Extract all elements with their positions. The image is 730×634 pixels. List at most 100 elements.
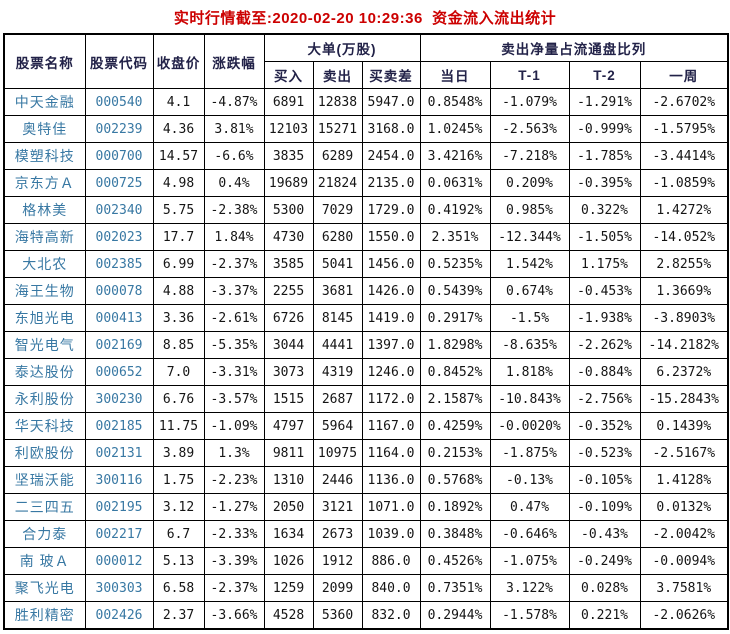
close-price-cell: 5.75 xyxy=(152,196,205,224)
buy-volume-cell: 3835 xyxy=(263,142,314,170)
col-header-today: 当日 xyxy=(419,61,491,89)
stock-code-cell: 002169 xyxy=(84,331,154,359)
stock-code-cell: 000652 xyxy=(84,358,154,386)
change-pct-cell: -2.33% xyxy=(203,520,265,548)
sell-volume-cell: 1912 xyxy=(312,547,363,575)
net-sell-today-cell: 2.1587% xyxy=(419,385,491,413)
buy-volume-cell: 1310 xyxy=(263,466,314,494)
net-sell-today-cell: 0.2917% xyxy=(419,304,491,332)
close-price-cell: 4.98 xyxy=(152,169,205,197)
buy-sell-diff-cell: 1246.0 xyxy=(361,358,421,386)
net-sell-t1-cell: -0.13% xyxy=(489,466,570,494)
buy-volume-cell: 1515 xyxy=(263,385,314,413)
net-sell-week-cell: 3.7581% xyxy=(639,574,729,602)
net-sell-t2-cell: -0.523% xyxy=(568,439,641,467)
stock-name-cell: 坚瑞沃能 xyxy=(3,466,86,494)
stock-code-cell: 000078 xyxy=(84,277,154,305)
change-pct-cell: -5.35% xyxy=(203,331,265,359)
net-sell-t1-cell: -12.344% xyxy=(489,223,570,251)
stock-code-cell: 000725 xyxy=(84,169,154,197)
net-sell-week-cell: 0.0132% xyxy=(639,493,729,521)
change-pct-cell: -4.87% xyxy=(203,88,265,116)
col-header-stock-name: 股票名称 xyxy=(3,33,86,89)
buy-sell-diff-cell: 1729.0 xyxy=(361,196,421,224)
close-price-cell: 6.99 xyxy=(152,250,205,278)
table-row: 聚飞光电 300303 6.58 -2.37% 1259 2099 840.0 0.7351%… xyxy=(3,574,729,602)
stock-name-cell: 格林美 xyxy=(3,196,86,224)
net-sell-t2-cell: -1.291% xyxy=(568,88,641,116)
sell-volume-cell: 2446 xyxy=(312,466,363,494)
change-pct-cell: 3.81% xyxy=(203,115,265,143)
change-pct-cell: -2.38% xyxy=(203,196,265,224)
change-pct-cell: -1.09% xyxy=(203,412,265,440)
buy-volume-cell: 3044 xyxy=(263,331,314,359)
net-sell-t1-cell: -1.578% xyxy=(489,601,570,630)
buy-sell-diff-cell: 2135.0 xyxy=(361,169,421,197)
net-sell-t2-cell: -2.756% xyxy=(568,385,641,413)
sell-volume-cell: 15271 xyxy=(312,115,363,143)
net-sell-today-cell: 0.4192% xyxy=(419,196,491,224)
stock-name-cell: 南 玻Ａ xyxy=(3,547,86,575)
net-sell-t2-cell: -0.884% xyxy=(568,358,641,386)
net-sell-t1-cell: 0.674% xyxy=(489,277,570,305)
net-sell-week-cell: -3.4414% xyxy=(639,142,729,170)
sell-volume-cell: 5360 xyxy=(312,601,363,630)
net-sell-week-cell: -2.0626% xyxy=(639,601,729,630)
change-pct-cell: -3.31% xyxy=(203,358,265,386)
stock-name-cell: 合力泰 xyxy=(3,520,86,548)
net-sell-t1-cell: -1.079% xyxy=(489,88,570,116)
stock-name-cell: 海特高新 xyxy=(3,223,86,251)
stock-name-cell: 东旭光电 xyxy=(3,304,86,332)
buy-volume-cell: 9811 xyxy=(263,439,314,467)
change-pct-cell: -2.37% xyxy=(203,574,265,602)
change-pct-cell: -3.66% xyxy=(203,601,265,630)
col-header-change-pct: 涨跌幅 xyxy=(203,33,265,89)
col-header-buy-sell-diff: 买卖差 xyxy=(361,61,421,89)
buy-volume-cell: 4528 xyxy=(263,601,314,630)
table-row: 南 玻Ａ 000012 5.13 -3.39% 1026 1912 886.0 0.4526%… xyxy=(3,547,729,575)
stock-code-cell: 300116 xyxy=(84,466,154,494)
stock-code-cell: 300230 xyxy=(84,385,154,413)
col-header-sell: 卖出 xyxy=(312,61,363,89)
table-row: 智光电气 002169 8.85 -5.35% 3044 4441 1397.0 1.8298… xyxy=(3,331,729,359)
stock-code-cell: 000540 xyxy=(84,88,154,116)
buy-sell-diff-cell: 1039.0 xyxy=(361,520,421,548)
buy-sell-diff-cell: 1426.0 xyxy=(361,277,421,305)
stock-code-cell: 002385 xyxy=(84,250,154,278)
change-pct-cell: -3.39% xyxy=(203,547,265,575)
buy-sell-diff-cell: 832.0 xyxy=(361,601,421,630)
change-pct-cell: -3.37% xyxy=(203,277,265,305)
net-sell-t2-cell: -1.785% xyxy=(568,142,641,170)
net-sell-today-cell: 2.351% xyxy=(419,223,491,251)
buy-volume-cell: 5300 xyxy=(263,196,314,224)
buy-sell-diff-cell: 1167.0 xyxy=(361,412,421,440)
sell-volume-cell: 5964 xyxy=(312,412,363,440)
net-sell-week-cell: -3.8903% xyxy=(639,304,729,332)
stock-name-cell: 华天科技 xyxy=(3,412,86,440)
col-header-close-price: 收盘价 xyxy=(152,33,205,89)
buy-volume-cell: 1634 xyxy=(263,520,314,548)
net-sell-week-cell: 6.2372% xyxy=(639,358,729,386)
close-price-cell: 4.36 xyxy=(152,115,205,143)
net-sell-t2-cell: -0.453% xyxy=(568,277,641,305)
net-sell-today-cell: 0.1892% xyxy=(419,493,491,521)
net-sell-today-cell: 0.4259% xyxy=(419,412,491,440)
buy-volume-cell: 4730 xyxy=(263,223,314,251)
buy-volume-cell: 1259 xyxy=(263,574,314,602)
stock-code-cell: 002340 xyxy=(84,196,154,224)
net-sell-t2-cell: 0.221% xyxy=(568,601,641,630)
net-sell-week-cell: -2.6702% xyxy=(639,88,729,116)
buy-volume-cell: 6726 xyxy=(263,304,314,332)
stock-code-cell: 002131 xyxy=(84,439,154,467)
col-header-stock-code: 股票代码 xyxy=(84,33,154,89)
net-sell-week-cell: 1.4272% xyxy=(639,196,729,224)
buy-sell-diff-cell: 1550.0 xyxy=(361,223,421,251)
stock-code-cell: 002023 xyxy=(84,223,154,251)
buy-volume-cell: 3585 xyxy=(263,250,314,278)
net-sell-t1-cell: -8.635% xyxy=(489,331,570,359)
table-row: 东旭光电 000413 3.36 -2.61% 6726 8145 1419.0 0.2917… xyxy=(3,304,729,332)
buy-sell-diff-cell: 1136.0 xyxy=(361,466,421,494)
stock-name-cell: 大北农 xyxy=(3,250,86,278)
change-pct-cell: 1.84% xyxy=(203,223,265,251)
